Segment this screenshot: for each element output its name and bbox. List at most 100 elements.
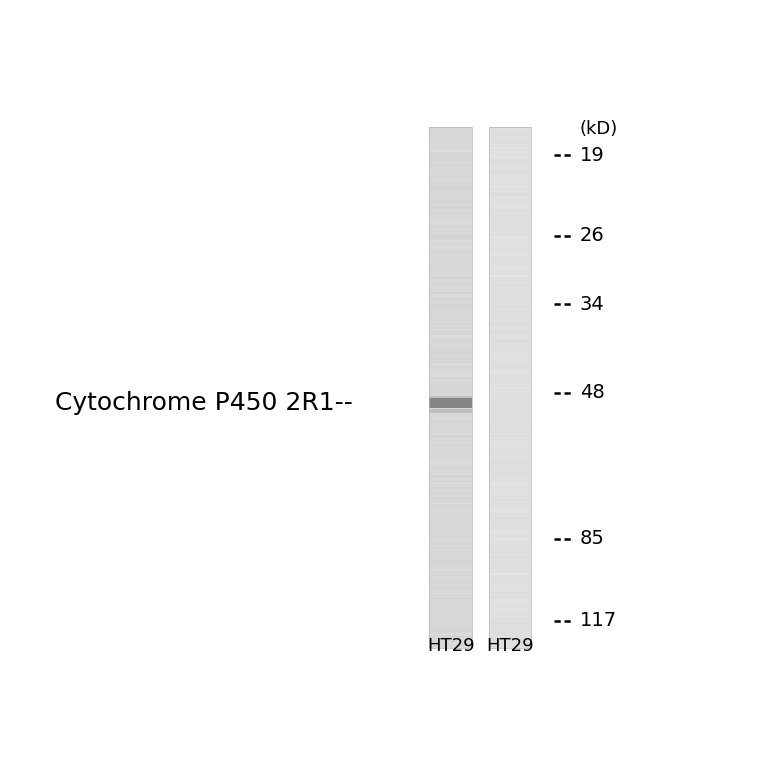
- Bar: [489, 606, 531, 607]
- Bar: [429, 643, 472, 645]
- Bar: [429, 575, 472, 576]
- Bar: [429, 348, 472, 350]
- Bar: [429, 335, 472, 336]
- Bar: [429, 523, 472, 526]
- Bar: [489, 164, 531, 166]
- Bar: [429, 523, 472, 524]
- Bar: [489, 374, 531, 376]
- Bar: [489, 336, 531, 338]
- Bar: [429, 349, 472, 351]
- Bar: [489, 571, 531, 574]
- Bar: [429, 542, 472, 543]
- Bar: [489, 231, 531, 232]
- Bar: [489, 144, 531, 145]
- Bar: [489, 234, 531, 235]
- Bar: [429, 147, 472, 149]
- Bar: [429, 261, 472, 262]
- Bar: [489, 273, 531, 274]
- Bar: [429, 172, 472, 174]
- Text: 34: 34: [580, 295, 604, 314]
- Bar: [489, 471, 531, 473]
- Bar: [429, 530, 472, 532]
- Bar: [429, 391, 472, 393]
- Bar: [429, 188, 472, 189]
- Bar: [429, 452, 472, 454]
- Bar: [429, 232, 472, 234]
- Bar: [429, 423, 472, 425]
- Bar: [489, 512, 531, 513]
- Bar: [429, 577, 472, 578]
- Bar: [429, 611, 472, 613]
- Bar: [429, 159, 472, 160]
- Bar: [489, 497, 531, 499]
- Bar: [489, 157, 531, 158]
- Bar: [429, 558, 472, 559]
- Bar: [489, 604, 531, 606]
- Bar: [429, 327, 472, 329]
- Bar: [489, 484, 531, 486]
- Bar: [489, 345, 531, 347]
- Bar: [429, 508, 472, 510]
- Bar: [429, 318, 472, 319]
- Bar: [489, 149, 531, 151]
- Bar: [489, 136, 531, 138]
- Bar: [489, 184, 531, 186]
- Bar: [489, 236, 531, 238]
- Bar: [429, 158, 472, 160]
- Bar: [429, 468, 472, 469]
- Bar: [489, 348, 531, 350]
- Bar: [489, 499, 531, 500]
- Bar: [429, 264, 472, 266]
- Bar: [489, 321, 531, 322]
- Bar: [489, 580, 531, 581]
- Bar: [489, 582, 531, 584]
- Bar: [429, 353, 472, 354]
- Bar: [489, 305, 531, 306]
- Bar: [429, 322, 472, 323]
- Bar: [489, 274, 531, 275]
- Bar: [429, 339, 472, 341]
- Bar: [489, 404, 531, 406]
- Bar: [429, 334, 472, 335]
- Bar: [429, 212, 472, 214]
- Bar: [429, 173, 472, 175]
- Bar: [429, 594, 472, 596]
- Bar: [489, 177, 531, 179]
- Bar: [429, 340, 472, 342]
- Bar: [429, 305, 472, 306]
- Bar: [429, 312, 472, 315]
- Bar: [489, 342, 531, 343]
- Bar: [429, 153, 472, 154]
- Bar: [429, 545, 472, 547]
- Bar: [429, 271, 472, 273]
- Bar: [429, 458, 472, 459]
- Bar: [489, 552, 531, 554]
- Bar: [489, 439, 531, 441]
- Bar: [429, 216, 472, 218]
- Bar: [429, 373, 472, 374]
- Bar: [429, 510, 472, 512]
- Bar: [429, 145, 472, 147]
- Bar: [489, 549, 531, 552]
- Text: 85: 85: [580, 529, 605, 549]
- Bar: [489, 153, 531, 154]
- Bar: [429, 283, 472, 284]
- Bar: [489, 538, 531, 539]
- Bar: [489, 225, 531, 226]
- Bar: [429, 426, 472, 428]
- Bar: [429, 303, 472, 304]
- Bar: [489, 220, 531, 222]
- Bar: [429, 219, 472, 221]
- Bar: [489, 140, 531, 141]
- Bar: [489, 646, 531, 648]
- Bar: [429, 471, 472, 473]
- Bar: [429, 301, 472, 303]
- Bar: [489, 357, 531, 358]
- Bar: [489, 460, 531, 461]
- Bar: [429, 164, 472, 166]
- Bar: [429, 401, 472, 403]
- Bar: [429, 299, 472, 300]
- Bar: [489, 209, 531, 210]
- Bar: [429, 482, 472, 484]
- Bar: [429, 532, 472, 533]
